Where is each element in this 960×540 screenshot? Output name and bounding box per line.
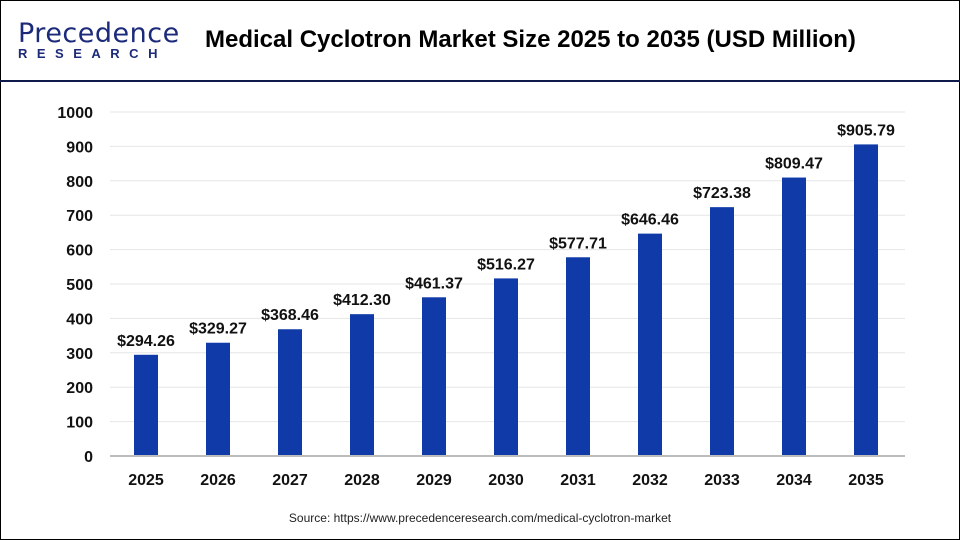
y-tick-label: 300	[66, 346, 93, 363]
data-label: $368.46	[261, 307, 319, 324]
data-label: $577.71	[549, 235, 607, 252]
y-tick-label: 100	[66, 415, 93, 432]
y-tick-label: 400	[66, 311, 93, 328]
data-label: $294.26	[117, 333, 175, 350]
bar-2030	[494, 278, 518, 456]
x-tick-label: 2035	[848, 472, 884, 489]
x-tick-label: 2032	[632, 472, 668, 489]
data-label: $723.38	[693, 185, 751, 202]
y-tick-label: 500	[66, 277, 93, 294]
x-tick-label: 2028	[344, 472, 380, 489]
y-tick-label: 900	[66, 139, 93, 156]
bar-2032	[638, 233, 662, 456]
y-tick-label: 200	[66, 380, 93, 397]
bar-2033	[710, 207, 734, 456]
x-tick-label: 2031	[560, 472, 596, 489]
x-tick-label: 2029	[416, 472, 452, 489]
y-tick-label: 600	[66, 243, 93, 260]
logo-sub-text: RESEARCH	[18, 46, 167, 61]
bar-2035	[854, 144, 878, 456]
data-label: $905.79	[837, 122, 895, 139]
bar-2029	[422, 297, 446, 456]
header: Precedence RESEARCH Medical Cyclotron Ma…	[0, 0, 960, 82]
x-tick-label: 2030	[488, 472, 524, 489]
y-tick-label: 800	[66, 174, 93, 191]
data-label: $809.47	[765, 156, 823, 173]
data-label: $516.27	[477, 256, 535, 273]
x-tick-label: 2027	[272, 472, 308, 489]
x-tick-label: 2033	[704, 472, 740, 489]
y-tick-label: 0	[84, 449, 93, 466]
data-label: $329.27	[189, 321, 247, 338]
x-tick-label: 2034	[776, 472, 812, 489]
y-tick-label: 1000	[57, 105, 93, 122]
x-tick-label: 2025	[128, 472, 164, 489]
data-label: $646.46	[621, 212, 679, 229]
data-label: $412.30	[333, 292, 391, 309]
chart-title: Medical Cyclotron Market Size 2025 to 20…	[205, 26, 856, 53]
y-tick-label: 700	[66, 208, 93, 225]
logo-main-text: Precedence	[18, 18, 180, 49]
x-tick-label: 2026	[200, 472, 236, 489]
bar-2031	[566, 257, 590, 456]
data-label: $461.37	[405, 275, 463, 292]
source-text: Source: https://www.precedenceresearch.c…	[288, 511, 672, 525]
bar-2028	[350, 314, 374, 456]
bar-2027	[278, 329, 302, 456]
bar-2025	[134, 354, 158, 456]
precedence-research-logo: Precedence RESEARCH	[18, 18, 180, 62]
bar-2026	[206, 342, 230, 456]
bar-2034	[782, 177, 806, 457]
